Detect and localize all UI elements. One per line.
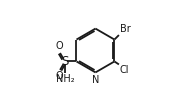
Text: Br: Br: [120, 24, 131, 34]
Text: O: O: [56, 71, 63, 81]
Text: O: O: [56, 42, 63, 52]
Text: NH₂: NH₂: [56, 74, 74, 84]
Text: Cl: Cl: [120, 65, 129, 75]
Text: S: S: [61, 55, 69, 68]
Text: N: N: [92, 75, 99, 85]
